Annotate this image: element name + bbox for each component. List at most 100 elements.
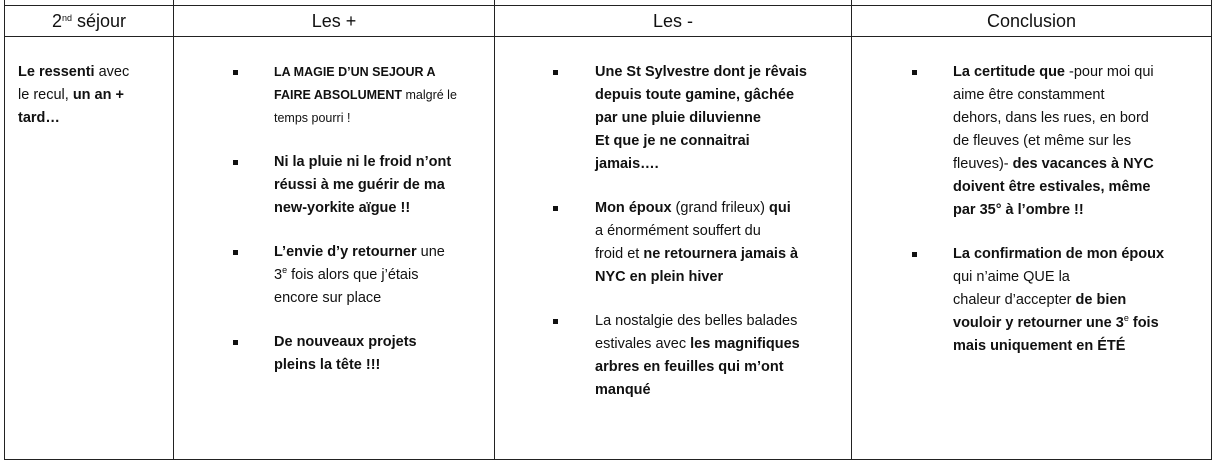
text-run: estivales avec [595, 336, 691, 352]
table-cell-les-plus: LA MAGIE D’UN SEJOUR A FAIRE ABSOLUMENT m… [233, 61, 457, 398]
header-conclusion: Conclusion [852, 6, 1211, 36]
bullet-item: De nouveaux projets pleins la tête !!! [233, 331, 457, 377]
text-run: Les + [311, 11, 357, 31]
text-line: jamais…. [595, 153, 807, 176]
text-run: Les - [652, 11, 694, 31]
text-run: séjour [72, 11, 127, 31]
text-line: De nouveaux projets [274, 331, 457, 354]
text-line: LA MAGIE D’UN SEJOUR A [274, 61, 457, 84]
text-run: e [1123, 313, 1129, 323]
text-line: depuis toute gamine, gâchée [595, 84, 807, 107]
text-line: qui n’aime QUE la [953, 266, 1164, 289]
text-run: manqué [595, 382, 651, 398]
text-run: La certitude que [953, 64, 1065, 80]
text-line: aime être constamment [953, 84, 1164, 107]
text-line: pleins la tête !!! [274, 354, 457, 377]
text-run: L’envie d’y retourner [274, 244, 417, 260]
bullet-item: L’envie d’y retourner une 3e fois alors q… [233, 241, 457, 310]
text-run: new-yorkite aïgue !! [274, 200, 411, 216]
text-line: Mon époux (grand frileux) qui [595, 197, 807, 220]
text-line: par 35° à l’ombre !! [953, 199, 1164, 222]
square-bullet-icon [233, 160, 238, 165]
header-les-plus: Les + [174, 6, 494, 36]
text-run: -pour moi qui [1065, 64, 1154, 80]
cell-text: Le ressenti avec le recul, un an + tard… [18, 61, 129, 130]
header-divider [4, 36, 1212, 37]
text-run: un an + [72, 87, 124, 103]
text-line: temps pourri ! [274, 107, 457, 130]
table-cell-2nd-sejour: Le ressenti avec le recul, un an + tard… [18, 61, 129, 151]
square-bullet-icon [233, 250, 238, 255]
table-cell-les-moins: Une St Sylvestre dont je rêvais depuis to… [553, 61, 807, 423]
table-border [4, 0, 5, 460]
text-line: new-yorkite aïgue !! [274, 197, 457, 220]
table-border [4, 5, 1212, 6]
text-run: 3 [274, 267, 283, 283]
header-2nd-sejour: 2nd séjour [5, 6, 173, 36]
text-line: par une pluie diluvienne [595, 107, 807, 130]
square-bullet-icon [553, 206, 558, 211]
text-run: qui n’aime QUE la [953, 269, 1070, 285]
text-line: dehors, dans les rues, en bord [953, 107, 1164, 130]
text-line: a énormément souffert du [595, 220, 807, 243]
text-line: L’envie d’y retourner une [274, 241, 457, 264]
text-line: estivales avec les magnifiques [595, 333, 807, 356]
text-line: tard… [18, 107, 129, 130]
text-run: le recul, [18, 87, 73, 103]
text-run: fleuves)- [953, 156, 1013, 172]
text-run: Une St Sylvestre dont je rêvais [595, 64, 807, 80]
text-run: depuis toute gamine, gâchée [595, 87, 795, 103]
text-run: vouloir y retourner une 3 [953, 315, 1124, 331]
text-run: temps pourri ! [274, 111, 351, 125]
table-border [1211, 0, 1212, 460]
bullet-item: Une St Sylvestre dont je rêvais depuis to… [553, 61, 807, 176]
table-border [4, 459, 1212, 460]
text-run: nd [61, 13, 72, 23]
text-line: NYC en plein hiver [595, 266, 807, 289]
text-line: La certitude que -pour moi qui [953, 61, 1164, 84]
bullet-item: La nostalgie des belles balades estivales… [553, 310, 807, 402]
text-run: réussi à me guérir de ma [274, 177, 445, 193]
text-run: les magnifiques [690, 336, 800, 352]
bullet-item: LA MAGIE D’UN SEJOUR A FAIRE ABSOLUMENT m… [233, 61, 457, 130]
text-line: chaleur d’accepter de bien [953, 289, 1164, 312]
text-run: dehors, dans les rues, en bord [953, 110, 1149, 126]
text-line: Ni la pluie ni le froid n’ont [274, 151, 457, 174]
text-run: par 35° à l’ombre !! [953, 202, 1084, 218]
column-divider [173, 0, 174, 460]
text-run: ne retournera jamais à [643, 246, 799, 262]
text-line: de fleuves (et même sur les [953, 130, 1164, 153]
text-run: a énormément souffert du [595, 223, 761, 239]
text-run: La nostalgie des belles balades [595, 313, 798, 329]
text-line: doivent être estivales, même [953, 176, 1164, 199]
text-run: par une pluie diluvienne [595, 110, 761, 126]
text-run: FAIRE ABSOLUMENT [274, 88, 403, 102]
text-run: tard… [18, 110, 60, 126]
text-run: 2 [51, 11, 62, 31]
text-line: FAIRE ABSOLUMENT malgré le [274, 84, 457, 107]
text-line: froid et ne retournera jamais à [595, 243, 807, 266]
text-line: encore sur place [274, 287, 457, 310]
bullet-item: Mon époux (grand frileux) qui a énormémen… [553, 197, 807, 289]
text-run: des vacances à NYC [1012, 156, 1154, 172]
text-run: mais uniquement en ÉTÉ [953, 338, 1126, 354]
text-run: malgré le [402, 88, 457, 102]
text-run: Ni la pluie ni le froid n’ont [274, 154, 452, 170]
text-run: (grand frileux) [671, 200, 770, 216]
text-run: pleins la tête !!! [274, 357, 381, 373]
text-run: chaleur d’accepter [953, 292, 1076, 308]
column-divider [851, 0, 852, 460]
text-run: aime être constamment [953, 87, 1105, 103]
text-line: arbres en feuilles qui m’ont [595, 356, 807, 379]
text-line: Une St Sylvestre dont je rêvais [595, 61, 807, 84]
text-run: Le ressenti [18, 64, 95, 80]
text-run: doivent être estivales, même [953, 179, 1151, 195]
text-line: Le ressenti avec [18, 61, 129, 84]
text-line: 3e fois alors que j’étais [274, 264, 457, 287]
text-run: une [416, 244, 445, 260]
header-les-moins: Les - [495, 6, 851, 36]
square-bullet-icon [912, 70, 917, 75]
text-line: vouloir y retourner une 3e fois [953, 312, 1164, 335]
text-run: De nouveaux projets [274, 334, 417, 350]
text-line: La confirmation de mon époux [953, 243, 1164, 266]
